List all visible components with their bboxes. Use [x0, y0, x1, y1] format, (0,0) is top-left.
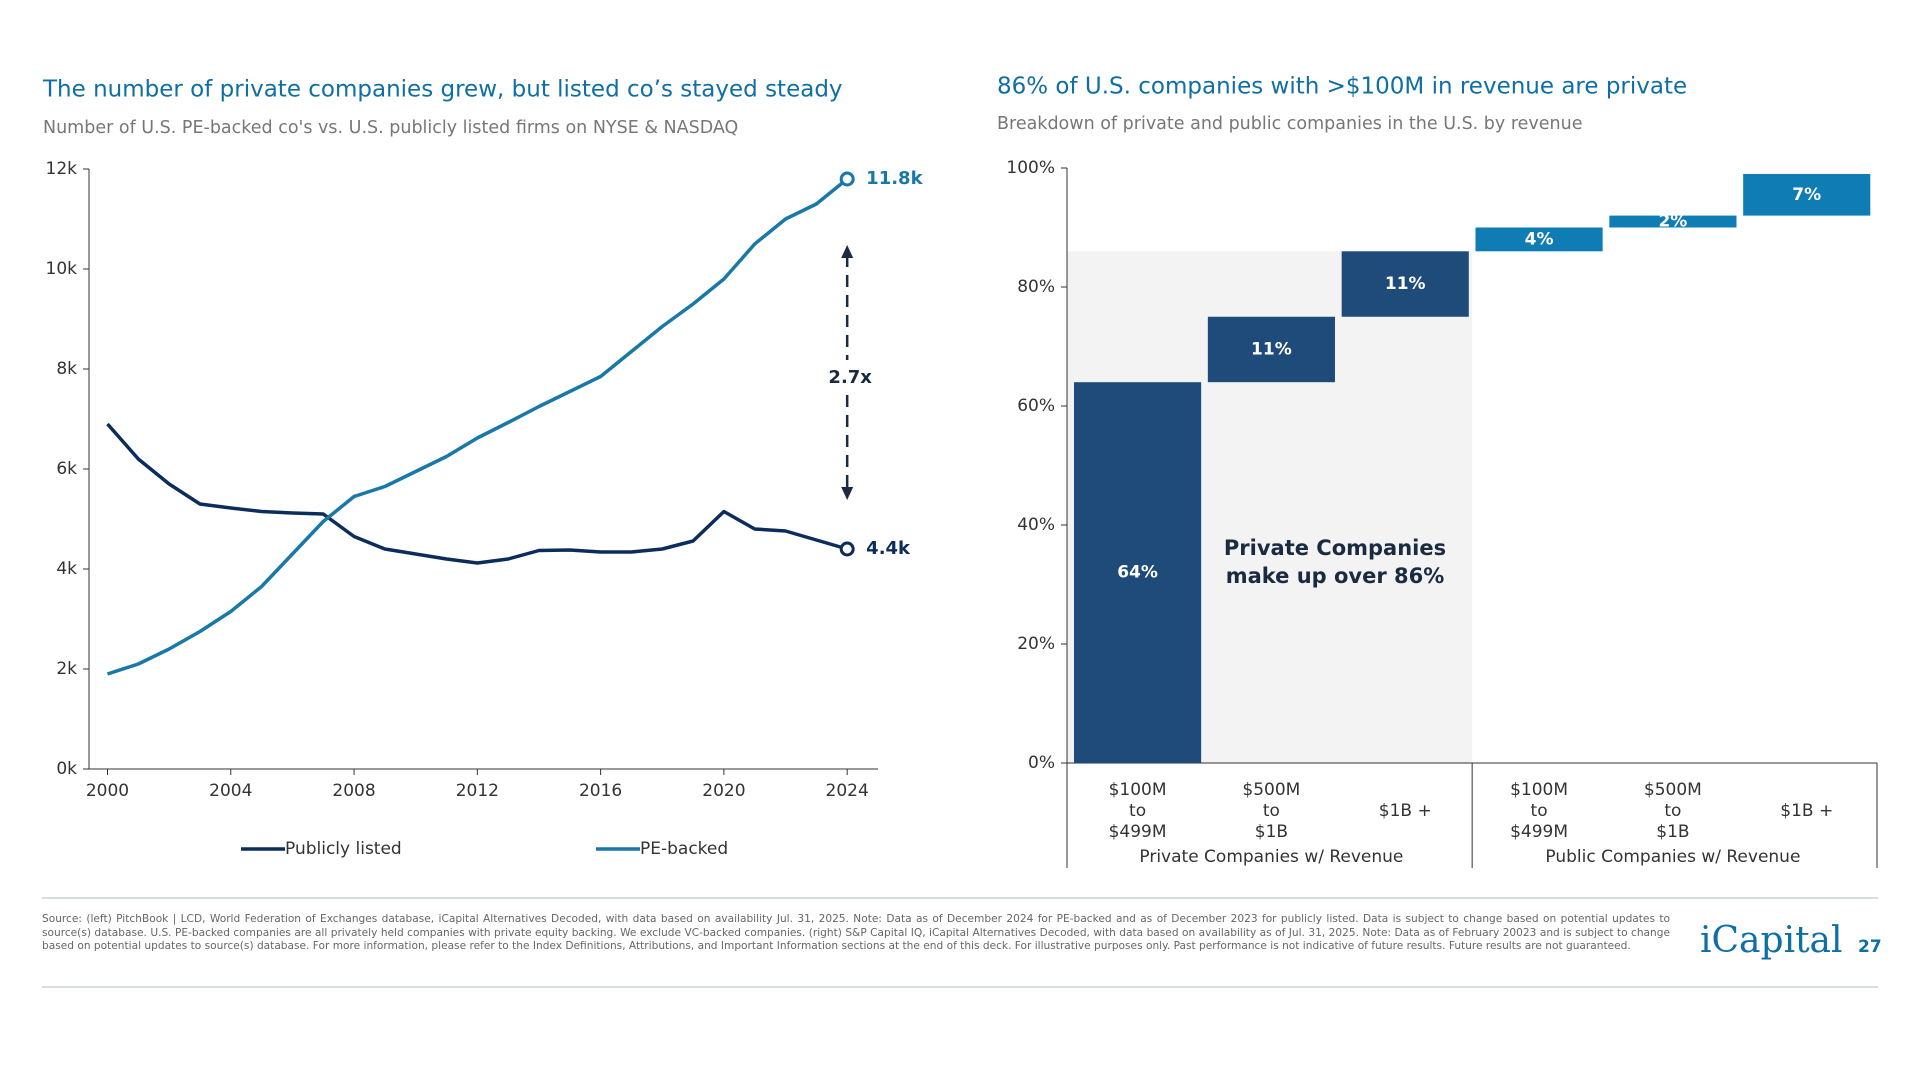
end-marker: [839, 171, 855, 187]
x-tick-label: $499M: [1510, 822, 1568, 842]
bar-label: 64%: [1117, 563, 1158, 583]
logo: iCapital: [1700, 920, 1843, 961]
y-tick-label: 100%: [1006, 158, 1055, 178]
series-line: [106, 422, 848, 565]
group-label: Public Companies w/ Revenue: [1545, 847, 1800, 867]
bar: [1475, 227, 1603, 252]
bar: [1743, 173, 1871, 216]
right-subtitle: Breakdown of private and public companie…: [997, 114, 1582, 134]
x-tick-label: to: [1129, 801, 1146, 821]
group-label: Private Companies w/ Revenue: [1139, 847, 1403, 867]
y-tick-label: 60%: [1017, 396, 1055, 416]
x-tick-label: to: [1531, 801, 1548, 821]
bar-label: 4%: [1525, 229, 1554, 249]
x-tick-label: to: [1263, 801, 1280, 821]
bar-label: 7%: [1792, 185, 1821, 205]
arrow-head: [841, 487, 854, 500]
bar: [1207, 316, 1335, 383]
end-marker: [839, 541, 855, 557]
legend-label: PE-backed: [640, 839, 728, 859]
y-tick-label: 80%: [1017, 277, 1055, 297]
y-tick-label: 40%: [1017, 515, 1055, 535]
x-tick-label: 2020: [702, 781, 745, 801]
source-note: Source: (left) PitchBook | LCD, World Fe…: [42, 913, 1670, 952]
annotation: make up over 86%: [1226, 564, 1445, 588]
x-tick-label: $100M: [1510, 780, 1568, 800]
x-tick-label: 2012: [456, 781, 499, 801]
annotation: Private Companies: [1224, 536, 1446, 560]
x-tick-label: 2008: [332, 781, 375, 801]
x-tick-label: to: [1664, 801, 1681, 821]
x-tick-label: $1B +: [1379, 801, 1432, 821]
bar: [1074, 382, 1202, 763]
y-tick-label: 20%: [1017, 634, 1055, 654]
x-tick-label: 2004: [209, 781, 252, 801]
bar-label: 11%: [1251, 339, 1292, 359]
x-tick-label: $500M: [1242, 780, 1300, 800]
annotation: 2.7x: [828, 367, 872, 388]
series-line: [106, 177, 849, 676]
y-tick-label: 10k: [46, 259, 78, 279]
legend-label: Publicly listed: [285, 839, 402, 859]
x-tick-label: 2016: [579, 781, 622, 801]
end-label: 4.4k: [866, 538, 911, 559]
right-title: 86% of U.S. companies with >$100M in rev…: [997, 74, 1687, 100]
y-tick-label: 12k: [46, 159, 78, 179]
x-tick-label: $100M: [1109, 780, 1167, 800]
y-tick-label: 6k: [56, 459, 77, 479]
bar-label: 11%: [1385, 274, 1426, 294]
y-tick-label: 0k: [56, 759, 77, 779]
bar: [1341, 251, 1469, 317]
arrow-head: [841, 245, 854, 258]
page-number: 27: [1858, 937, 1882, 957]
x-tick-label: $499M: [1109, 822, 1167, 842]
y-tick-label: 0%: [1028, 753, 1055, 773]
bar-label: 2%: [1658, 212, 1687, 232]
x-tick-label: $1B +: [1780, 801, 1833, 821]
left-subtitle: Number of U.S. PE-backed co's vs. U.S. p…: [43, 118, 738, 138]
x-tick-label: 2024: [826, 781, 869, 801]
bar: [1609, 215, 1737, 228]
x-tick-label: $1B: [1255, 822, 1288, 842]
x-tick-label: $500M: [1644, 780, 1702, 800]
end-label: 11.8k: [866, 168, 923, 189]
y-tick-label: 8k: [56, 359, 77, 379]
x-tick-label: $1B: [1656, 822, 1689, 842]
left-title: The number of private companies grew, bu…: [42, 77, 843, 103]
y-tick-label: 2k: [56, 659, 77, 679]
x-tick-label: 2000: [86, 781, 129, 801]
y-tick-label: 4k: [56, 559, 77, 579]
